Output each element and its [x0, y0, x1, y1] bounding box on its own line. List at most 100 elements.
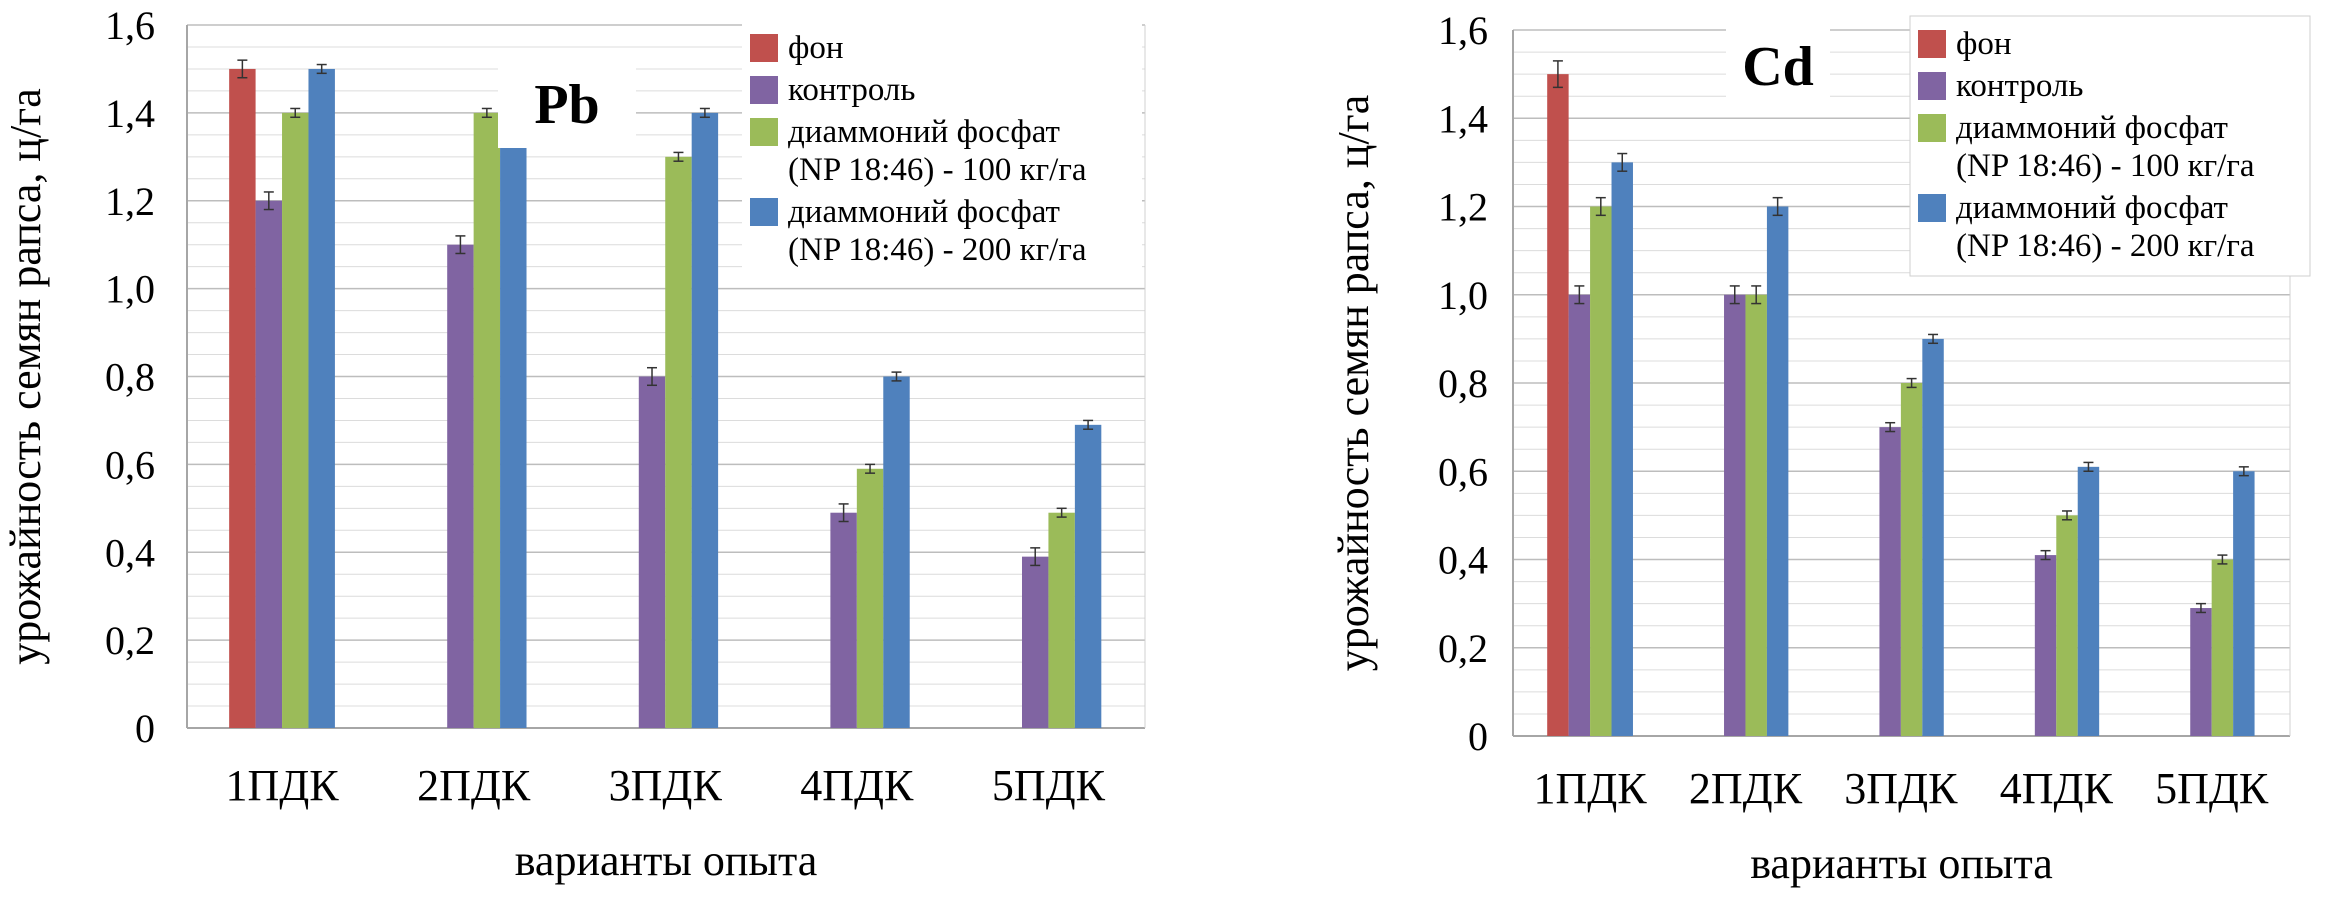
- bar: [1547, 74, 1569, 736]
- legend-label: контроль: [1956, 68, 2083, 104]
- chart-pb: 0 0,2 0,4 0,6 0,8 1,0 1,2 1,4 1,6 урожайность сем…: [1, 3, 1146, 885]
- y-tick-label: 0,4: [105, 530, 155, 575]
- y-tick-label: 0: [1468, 714, 1488, 759]
- error-bar: [2062, 510, 2073, 521]
- x-axis-label: варианты опыта: [515, 836, 818, 885]
- x-tick-label: 1ПДК: [1534, 764, 1648, 813]
- y-axis-label: урожайность семян рапса, ц/га: [1, 88, 50, 665]
- legend-label: диаммоний фосфат: [788, 194, 1060, 230]
- error-bar: [2217, 554, 2228, 565]
- bar: [1900, 383, 1923, 736]
- chart-title: Pb: [498, 58, 636, 148]
- bar: [883, 376, 910, 728]
- bars: [1547, 60, 2255, 736]
- error-bar: [2083, 461, 2094, 472]
- x-tick-label: 5ПДК: [992, 761, 1106, 810]
- y-tick-label: 0,6: [1438, 449, 1488, 494]
- legend-label: диаммоний фосфат: [1956, 110, 2228, 146]
- error-bar: [2238, 466, 2249, 477]
- bar: [830, 512, 857, 728]
- y-axis-label: урожайность семян рапса, ц/га: [1329, 95, 1378, 672]
- error-bar: [1574, 285, 1585, 305]
- error-bar: [699, 107, 710, 119]
- error-bar: [1030, 547, 1041, 567]
- error-bar: [1772, 196, 1783, 217]
- error-bar: [1729, 285, 1740, 305]
- error-bar: [1928, 333, 1939, 345]
- bars: [229, 59, 1102, 728]
- y-tick-label: 1,2: [105, 179, 155, 224]
- error-bar: [1906, 377, 1917, 389]
- y-tick-label: 0,2: [105, 618, 155, 663]
- bar: [1766, 206, 1789, 736]
- error-bar: [1083, 419, 1094, 430]
- legend-box: [1909, 15, 2311, 277]
- legend-label: фон: [1956, 26, 2012, 62]
- legend-label: диаммоний фосфат: [1956, 190, 2228, 226]
- error-bar: [263, 191, 274, 211]
- error-bar: [1751, 285, 1762, 305]
- bar: [229, 68, 256, 728]
- bar: [500, 112, 527, 728]
- title-box: [498, 58, 636, 148]
- legend-label: (NP 18:46) - 100 кг/га: [788, 152, 1087, 188]
- bar: [308, 68, 335, 728]
- error-bar: [838, 503, 849, 523]
- legend-label: (NP 18:46) - 200 кг/га: [1956, 228, 2255, 264]
- x-tick-label: 2ПДК: [417, 761, 531, 810]
- legend-box: [742, 20, 1142, 270]
- legend-label: контроль: [788, 72, 915, 108]
- bar: [1745, 294, 1767, 736]
- bar: [1568, 294, 1591, 736]
- bar: [282, 112, 309, 728]
- legend-swatch: [750, 118, 778, 146]
- error-bar: [2040, 549, 2051, 561]
- error-bar: [1595, 196, 1606, 217]
- x-tick-label: 5ПДК: [2155, 764, 2269, 813]
- bar: [2211, 559, 2234, 736]
- y-tick-label: 0,4: [1438, 538, 1488, 583]
- legend-label: (NP 18:46) - 100 кг/га: [1956, 148, 2255, 184]
- bar: [2233, 471, 2255, 736]
- bar: [2056, 515, 2078, 736]
- legend-swatch: [1918, 194, 1946, 222]
- bar: [691, 112, 719, 728]
- y-tick-label: 0: [135, 706, 155, 751]
- x-tick-label: 4ПДК: [800, 761, 914, 810]
- bar: [1590, 206, 1612, 736]
- legend-label: (NP 18:46) - 200 кг/га: [788, 232, 1087, 268]
- bar: [2190, 608, 2212, 736]
- bar: [856, 468, 884, 728]
- title-text: Pb: [534, 74, 599, 136]
- y-tick-label: 0,2: [1438, 626, 1488, 671]
- error-bar: [2195, 602, 2206, 614]
- chart-title: Cd: [1726, 20, 1830, 110]
- y-tick-label: 0,8: [105, 355, 155, 400]
- bar: [2034, 555, 2057, 736]
- legend-swatch: [750, 198, 778, 226]
- error-bar: [1056, 507, 1067, 518]
- legend-label: фон: [788, 30, 844, 66]
- error-bar: [865, 463, 876, 474]
- x-tick-label: 1ПДК: [225, 761, 339, 810]
- legend-swatch: [1918, 72, 1946, 100]
- y-tick-label: 1,6: [105, 3, 155, 48]
- title-box: [1726, 20, 1830, 110]
- error-bar: [316, 63, 327, 75]
- x-tick-label: 2ПДК: [1689, 764, 1803, 813]
- bar: [473, 112, 501, 728]
- bar: [1922, 338, 1944, 736]
- error-bar: [1552, 60, 1563, 89]
- error-bar: [455, 235, 466, 255]
- legend-swatch: [750, 76, 778, 104]
- bar: [638, 376, 666, 728]
- legend-swatch: [750, 34, 778, 62]
- error-bar: [1885, 421, 1896, 433]
- x-tick-label: 3ПДК: [1844, 764, 1958, 813]
- y-tick-label: 1,0: [105, 267, 155, 312]
- error-bar: [647, 366, 658, 387]
- y-tick-label: 1,6: [1438, 8, 1488, 53]
- bar: [2077, 466, 2100, 736]
